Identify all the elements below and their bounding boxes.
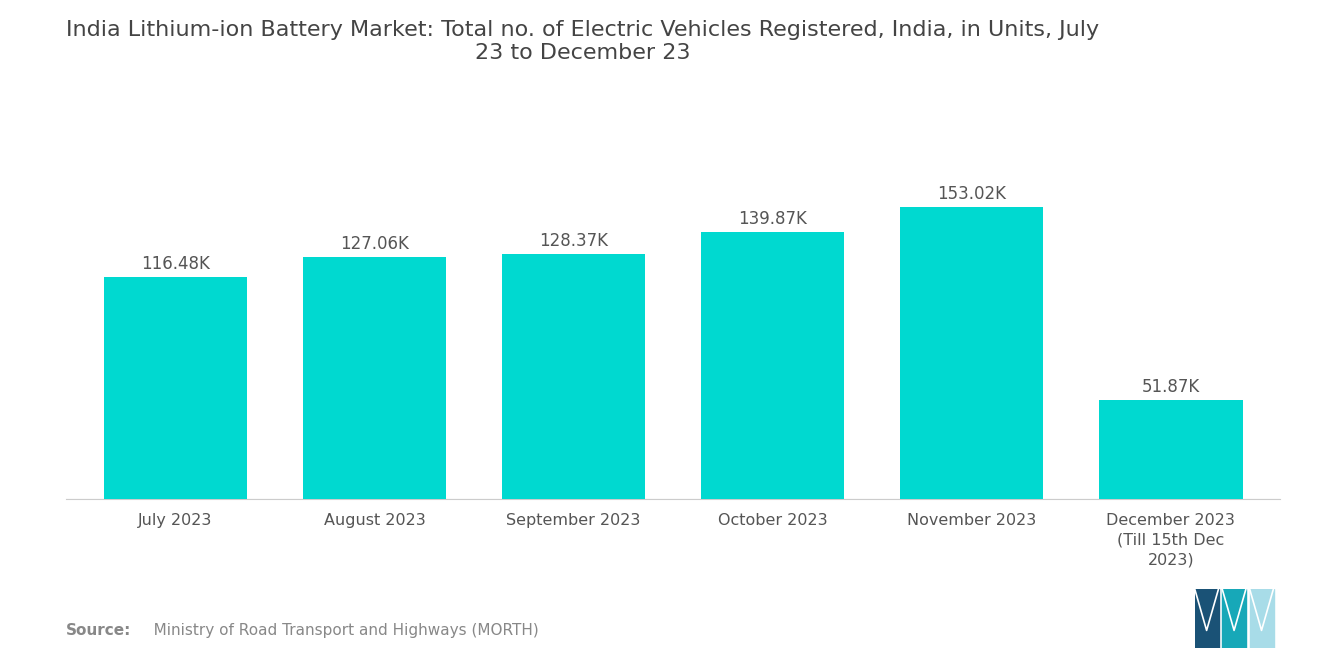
Text: 127.06K: 127.06K xyxy=(341,235,409,253)
Text: 128.37K: 128.37K xyxy=(539,232,609,251)
Text: 153.02K: 153.02K xyxy=(937,186,1006,203)
Text: 139.87K: 139.87K xyxy=(738,210,807,229)
Polygon shape xyxy=(1222,589,1246,648)
Bar xyxy=(104,277,247,499)
Text: 116.48K: 116.48K xyxy=(141,255,210,273)
Text: Ministry of Road Transport and Highways (MORTH): Ministry of Road Transport and Highways … xyxy=(139,623,539,638)
Polygon shape xyxy=(1195,589,1218,648)
Text: India Lithium-ion Battery Market: Total no. of Electric Vehicles Registered, Ind: India Lithium-ion Battery Market: Total … xyxy=(66,20,1100,63)
Bar xyxy=(900,207,1044,499)
Text: Source:: Source: xyxy=(66,623,132,638)
Bar xyxy=(302,257,446,499)
Bar xyxy=(502,254,645,499)
Bar xyxy=(701,232,845,499)
Bar xyxy=(1100,400,1242,499)
Text: 51.87K: 51.87K xyxy=(1142,378,1200,396)
Polygon shape xyxy=(1250,589,1274,648)
